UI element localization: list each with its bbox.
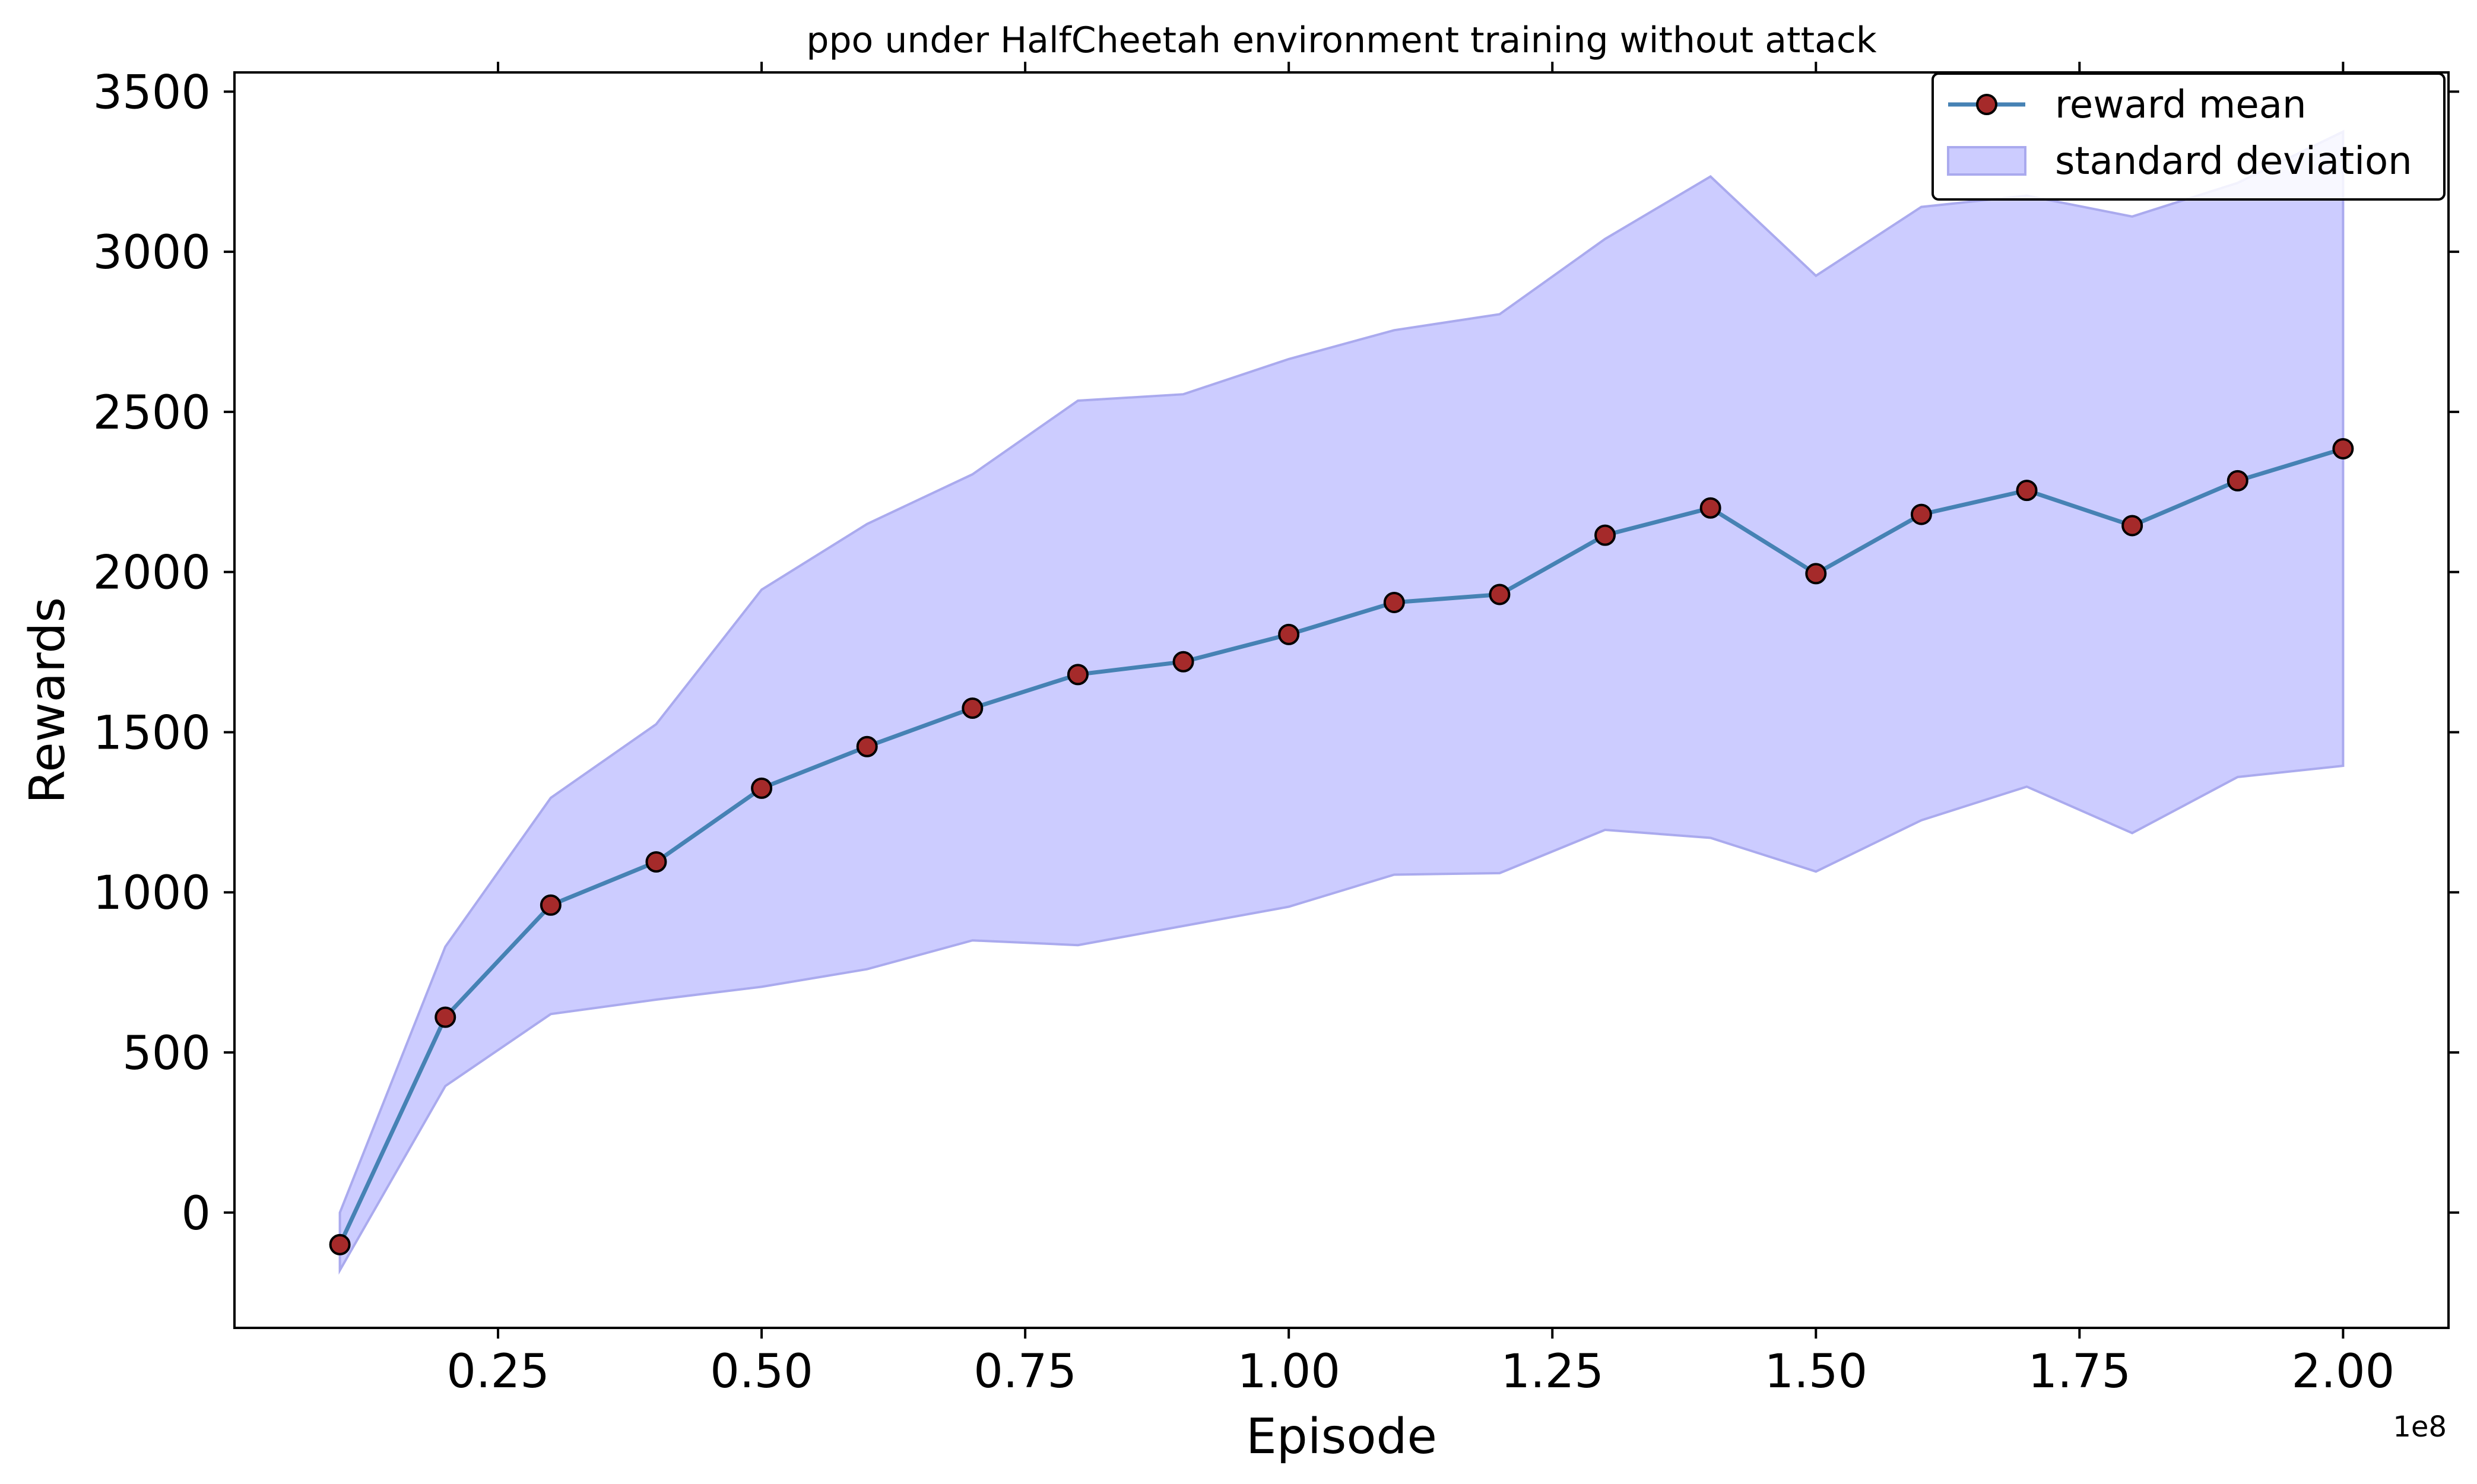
reward-mean-point bbox=[962, 697, 984, 719]
legend-std-band-swatch bbox=[1947, 146, 2026, 176]
x-axis-label: Episode bbox=[1246, 1409, 1437, 1465]
reward-mean-point bbox=[856, 735, 878, 757]
y-tick-label: 3500 bbox=[93, 66, 211, 119]
std-deviation-band bbox=[338, 129, 2345, 1275]
x-tick-label: 0.25 bbox=[446, 1345, 550, 1399]
reward-mean-point bbox=[1489, 584, 1511, 605]
reward-mean-point bbox=[2121, 515, 2143, 537]
legend-reward-mean-marker-swatch bbox=[1976, 94, 1997, 115]
legend-reward-mean-label: reward mean bbox=[2055, 83, 2307, 127]
reward-mean-point bbox=[1699, 497, 1721, 519]
x-tick-label: 1.50 bbox=[1764, 1345, 1867, 1399]
y-tick-label: 1000 bbox=[93, 867, 211, 920]
y-tick-label: 2000 bbox=[93, 547, 211, 600]
reward-mean-point bbox=[1172, 651, 1194, 673]
x-tick-label: 0.50 bbox=[710, 1345, 813, 1399]
x-tick-label: 1.25 bbox=[1501, 1345, 1604, 1399]
x-axis-offset-label: 1e8 bbox=[2393, 1410, 2447, 1444]
reward-mean-point bbox=[2016, 480, 2038, 502]
reward-mean-point bbox=[2227, 470, 2248, 492]
legend: reward mean standard deviation bbox=[1932, 72, 2446, 201]
legend-box bbox=[1932, 72, 2446, 201]
reward-mean-point bbox=[1278, 623, 1300, 645]
reward-mean-point bbox=[1910, 503, 1932, 525]
y-tick-label: 2500 bbox=[93, 386, 211, 440]
reward-mean-point bbox=[1067, 664, 1089, 686]
reward-mean-point bbox=[2332, 437, 2354, 459]
y-tick-label: 1500 bbox=[93, 706, 211, 760]
reward-mean-point bbox=[434, 1006, 456, 1028]
x-axis-ticks: 0.25 0.50 0.75 1.00 1.25 1.50 1.75 2.00 bbox=[446, 62, 2394, 1399]
reward-mean-point bbox=[1805, 563, 1827, 585]
plot-frame bbox=[233, 71, 2450, 1329]
x-tick-label: 2.00 bbox=[2292, 1345, 2395, 1399]
reward-mean-point bbox=[329, 1234, 351, 1255]
reward-mean-point bbox=[1383, 591, 1405, 613]
chart-title: ppo under HalfCheetah environment traini… bbox=[806, 20, 1876, 61]
y-axis-label: Rewards bbox=[20, 597, 76, 804]
reward-mean-marker-layer bbox=[329, 437, 2354, 1255]
y-tick-label: 0 bbox=[181, 1187, 211, 1241]
reward-mean-point bbox=[751, 777, 773, 799]
y-tick-label: 500 bbox=[122, 1027, 211, 1080]
x-tick-label: 1.75 bbox=[2028, 1345, 2131, 1399]
reward-mean-point bbox=[1594, 524, 1616, 546]
y-axis-ticks: 0 500 1000 1500 2000 2500 3000 3500 bbox=[93, 66, 2459, 1241]
legend-standard-deviation-label: standard deviation bbox=[2055, 139, 2412, 183]
reward-mean-line-layer bbox=[338, 446, 2344, 1246]
std-band-layer bbox=[338, 129, 2345, 1275]
reward-mean-point bbox=[645, 851, 667, 873]
x-tick-label: 0.75 bbox=[973, 1345, 1077, 1399]
y-tick-label: 3000 bbox=[93, 226, 211, 280]
reward-mean-point bbox=[540, 894, 562, 916]
x-tick-label: 1.00 bbox=[1237, 1345, 1340, 1399]
reward-mean-line bbox=[338, 446, 2344, 1246]
